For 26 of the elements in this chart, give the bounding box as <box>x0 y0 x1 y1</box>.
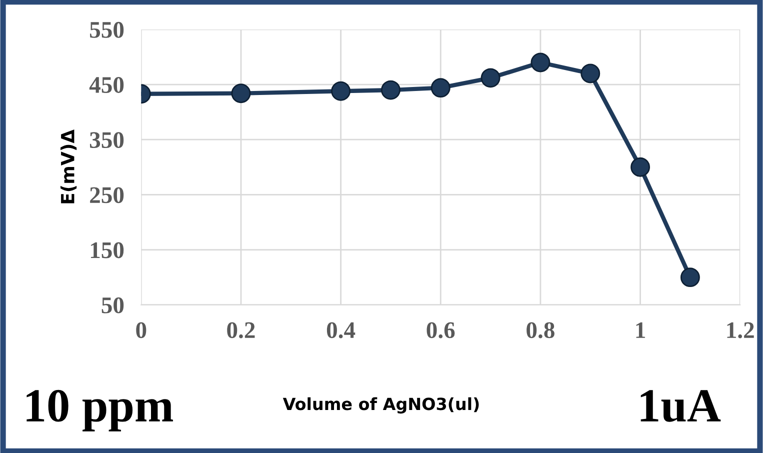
x-tick-label: 1.2 <box>727 322 754 338</box>
y-tick-label: 350 <box>90 132 124 148</box>
point <box>480 68 500 88</box>
point <box>580 64 600 84</box>
point <box>430 78 450 98</box>
x-tick-label: 0.8 <box>526 322 554 338</box>
y-tick-label: 450 <box>89 77 124 93</box>
y-tick-label: 550 <box>90 22 124 38</box>
point <box>380 80 400 100</box>
point <box>680 268 700 288</box>
x-tick-label: 0.4 <box>326 322 356 338</box>
point <box>630 157 650 177</box>
point <box>530 52 550 72</box>
point <box>331 81 351 101</box>
x-tick-label: 1 <box>636 322 645 338</box>
y-tick-label: 50 <box>102 297 124 314</box>
x-axis-title: Volume of AgNO3(ul) <box>282 397 479 414</box>
text: 1uA <box>640 390 721 422</box>
y-tick-label: 250 <box>90 187 124 204</box>
y-tick-label: 150 <box>90 242 124 258</box>
x-tick-label: 0 <box>136 322 146 338</box>
y-axis-title: E(mV)Δ <box>60 129 77 204</box>
x-tick-label: 0.6 <box>426 322 455 338</box>
point <box>231 84 251 104</box>
text: 10 ppm <box>26 390 173 432</box>
x-tick-label: 0.2 <box>227 322 255 338</box>
